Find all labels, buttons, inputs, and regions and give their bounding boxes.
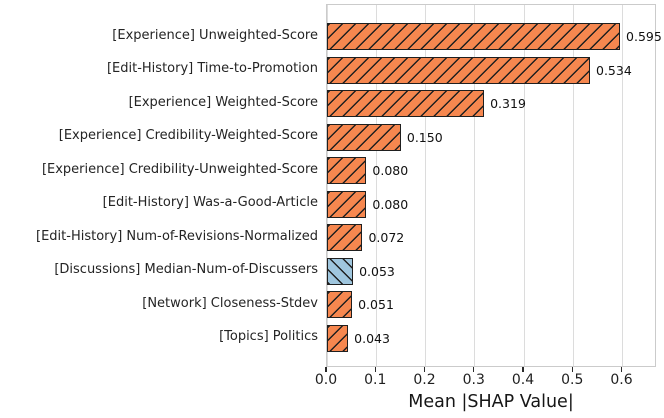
- gridline: [474, 5, 476, 366]
- gridline: [572, 5, 574, 366]
- bar: [327, 224, 363, 251]
- gridline: [326, 5, 328, 366]
- y-tick-label: [Experience] Weighted-Score: [128, 94, 318, 110]
- x-tick-label: 0.3: [462, 372, 485, 388]
- x-axis-title: Mean |SHAP Value|: [408, 392, 574, 412]
- y-tick-label: [Edit-History] Was-a-Good-Article: [102, 195, 318, 210]
- x-tick-label: 0.5: [561, 372, 584, 388]
- bar: [327, 324, 349, 352]
- gridline: [425, 5, 426, 366]
- gridline: [622, 5, 624, 366]
- x-tick-label: 0.2: [413, 372, 436, 388]
- plot-area: 0.595 0.534 0.319 0.150 0.080 0.080 0.072 0.053…: [326, 4, 662, 367]
- bar-value-label: 0.534: [596, 62, 632, 78]
- bar-value-label: 0.053: [359, 263, 395, 279]
- bar: [327, 23, 621, 50]
- x-tick-mark: [473, 367, 475, 372]
- bar: [327, 190, 367, 218]
- gridline: [523, 5, 525, 366]
- y-tick-label: [Experience] Credibility-Weighted-Score: [58, 128, 318, 143]
- x-tick-mark: [620, 367, 623, 372]
- bar: [327, 257, 354, 285]
- x-tick-mark: [374, 367, 376, 372]
- bar: [327, 291, 353, 318]
- x-tick-label: 0.6: [610, 372, 633, 388]
- y-tick-label: [Network] Closeness-Stdev: [142, 295, 318, 311]
- x-tick-mark: [423, 367, 426, 372]
- x-tick-mark: [571, 367, 573, 372]
- bar-value-label: 0.080: [372, 196, 409, 212]
- bar-value-label: 0.072: [368, 230, 405, 245]
- bar-value-label: 0.080: [372, 163, 409, 178]
- gridline: [375, 5, 377, 366]
- x-tick-label: 0.0: [314, 372, 338, 388]
- y-tick-label: [Topics] Politics: [219, 329, 318, 344]
- bar: [327, 157, 367, 184]
- bar-value-label: 0.051: [358, 297, 394, 312]
- x-tick-mark: [325, 367, 327, 372]
- bar-value-label: 0.150: [406, 129, 443, 145]
- y-tick-label: [Discussions] Median-Num-of-Discussers: [54, 262, 318, 277]
- bar-value-label: 0.319: [490, 96, 526, 111]
- x-tick-label: 0.4: [511, 372, 535, 388]
- bar: [327, 56, 590, 84]
- bar-value-label: 0.595: [626, 29, 662, 44]
- x-tick-mark: [522, 367, 524, 372]
- bar-value-label: 0.043: [354, 330, 390, 346]
- bar: [327, 90, 485, 117]
- y-tick-label: [Edit-History] Num-of-Revisions-Normaliz…: [36, 228, 318, 244]
- y-tick-label: [Experience] Unweighted-Score: [112, 27, 318, 43]
- x-tick-label: 0.1: [364, 372, 387, 388]
- bar: [327, 123, 401, 151]
- y-tick-label: [Edit-History] Time-to-Promotion: [106, 61, 318, 76]
- y-tick-label: [Experience] Credibility-Unweighted-Scor…: [41, 161, 318, 177]
